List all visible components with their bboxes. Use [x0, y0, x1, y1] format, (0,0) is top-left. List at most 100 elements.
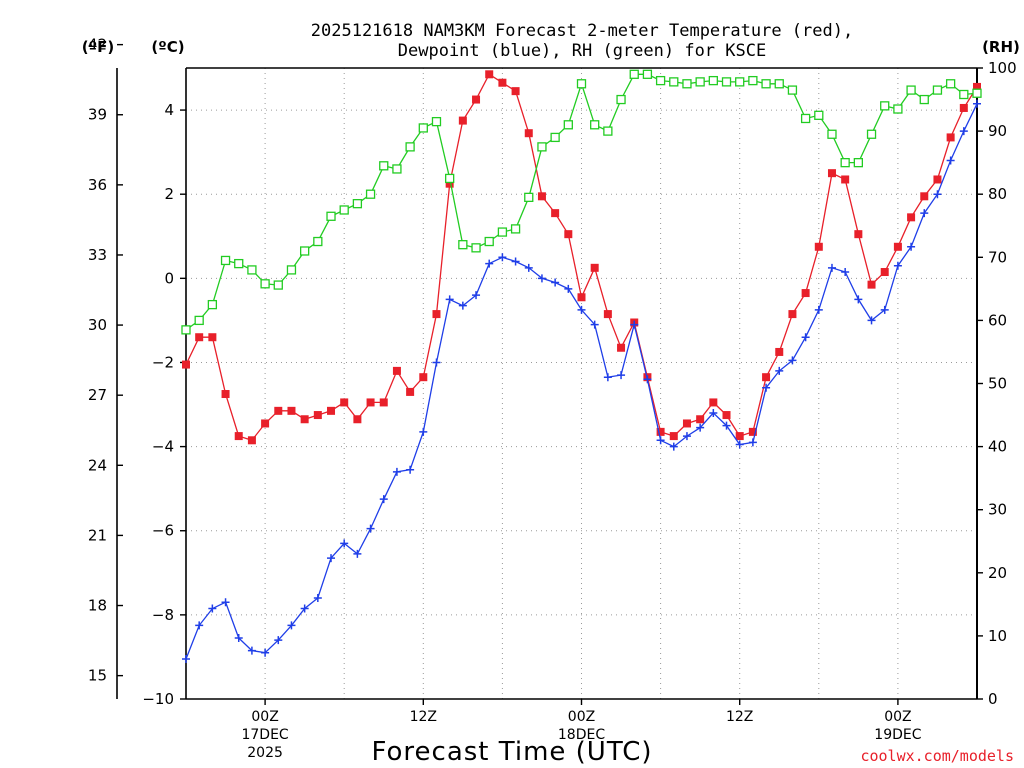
- dewpoint-point: [300, 604, 309, 613]
- dewpoint-point: [551, 278, 560, 287]
- dewpoint-point: [748, 438, 757, 447]
- rh-point: [603, 126, 613, 136]
- rh-point: [655, 75, 666, 86]
- rh-point: [339, 205, 349, 215]
- rh-point: [365, 189, 376, 199]
- dewpoint-point: [445, 295, 454, 304]
- axes: [116, 43, 983, 705]
- rh-tick-label: 80: [988, 185, 1007, 203]
- gridlines: [186, 68, 977, 699]
- temperature-point: [827, 169, 836, 178]
- temperature-point: [880, 268, 889, 277]
- dewpoint-point: [287, 621, 296, 630]
- tick-labels: 42393633302724211815420−2−4−6−8−10100908…: [88, 36, 1017, 761]
- x-tick-label: 17DEC: [241, 727, 288, 743]
- fahrenheit-tick-label: 36: [88, 176, 107, 194]
- temperature-point: [247, 436, 256, 445]
- rh-point: [629, 69, 639, 79]
- rh-point: [721, 77, 732, 87]
- rh-tick-label: 70: [988, 248, 1007, 266]
- dewpoint-point: [920, 209, 929, 218]
- fahrenheit-tick-label: 33: [88, 246, 107, 264]
- temperature-point: [682, 419, 691, 428]
- dewpoint-point: [353, 549, 362, 558]
- rh-point: [431, 116, 442, 127]
- dewpoint-point: [537, 274, 546, 283]
- temperature-point: [801, 289, 810, 298]
- temperature-point: [762, 373, 771, 382]
- rh-point: [853, 157, 863, 168]
- celsius-tick-label: 4: [164, 101, 174, 119]
- rh-point: [774, 79, 784, 89]
- temperature-point: [234, 432, 243, 441]
- temperature-point: [946, 133, 955, 142]
- temperature-point: [973, 82, 981, 91]
- temperature-point: [195, 333, 204, 342]
- dewpoint-point: [603, 373, 612, 382]
- dewpoint-point: [261, 648, 270, 657]
- temperature-point: [854, 230, 863, 239]
- rh-point: [800, 113, 811, 124]
- rh-point: [880, 101, 890, 111]
- rh-point: [510, 224, 521, 234]
- temperature-point: [485, 70, 494, 79]
- dewpoint-point: [867, 316, 876, 325]
- rh-point: [537, 142, 547, 152]
- rh-point: [392, 164, 402, 174]
- rh-point: [932, 85, 943, 95]
- temperature-point: [274, 406, 283, 415]
- rh-tick-label: 10: [988, 627, 1007, 645]
- temperature-point: [432, 310, 441, 319]
- rh-tick-label: 30: [988, 501, 1007, 519]
- rh-point: [379, 161, 389, 171]
- dewpoint-point: [696, 423, 705, 432]
- rh-point: [748, 75, 758, 86]
- dewpoint-point: [762, 383, 771, 392]
- dewpoint-point: [524, 263, 533, 272]
- rh-tick-label: 50: [988, 375, 1007, 393]
- rh-unit-label: (RH): [982, 38, 1020, 56]
- temperature-point: [182, 360, 190, 369]
- rh-point: [405, 142, 415, 152]
- dewpoint-point: [406, 465, 415, 474]
- temperature-point: [221, 390, 230, 399]
- rh-point: [458, 240, 468, 250]
- dewpoint-point: [182, 655, 190, 664]
- chart-title-line2: Dewpoint (blue), RH (green) for KSCE: [398, 41, 766, 61]
- rh-point: [418, 123, 428, 133]
- temperature-point: [498, 78, 507, 87]
- dewpoint-point: [590, 320, 599, 329]
- temperature-point: [445, 179, 454, 188]
- temperature-point: [748, 427, 757, 436]
- rh-tick-label: 0: [988, 690, 998, 708]
- dewpoint-point: [195, 621, 204, 630]
- rh-point: [445, 173, 455, 184]
- chart-title-line1: 2025121618 NAM3KM Forecast 2-meter Tempe…: [311, 21, 853, 41]
- x-tick-label: 12Z: [726, 709, 753, 725]
- temperature-point: [907, 213, 916, 222]
- dewpoint-point: [643, 375, 652, 384]
- dewpoint-point: [709, 408, 718, 417]
- rh-point: [959, 89, 969, 100]
- rh-point: [695, 77, 705, 87]
- temperature-point: [379, 398, 388, 407]
- rh-point: [524, 192, 534, 203]
- rh-point: [616, 94, 626, 105]
- temperature-point: [841, 175, 850, 184]
- rh-point: [972, 88, 982, 98]
- data-series: [181, 69, 982, 664]
- credit-text: coolwx.com/models: [860, 747, 1014, 765]
- temperature-point: [920, 192, 929, 201]
- fahrenheit-tick-label: 18: [88, 597, 107, 615]
- celsius-tick-label: −2: [152, 353, 174, 371]
- rh-point: [669, 77, 679, 87]
- dewpoint-point: [419, 427, 428, 436]
- temperature-point: [735, 432, 744, 441]
- rh-point: [919, 94, 929, 105]
- temperature-point: [933, 175, 942, 184]
- temperature-point: [722, 411, 731, 420]
- rh-point: [247, 265, 257, 275]
- temperature-point: [775, 347, 784, 356]
- temperature-point: [419, 373, 428, 382]
